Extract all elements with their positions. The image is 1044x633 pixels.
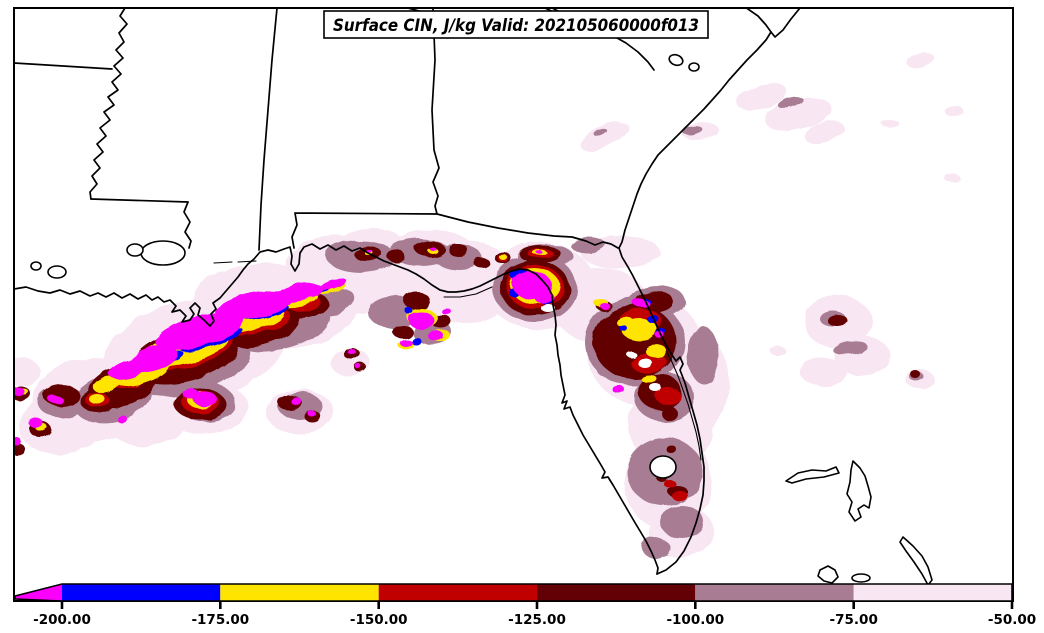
title-box-background [323,10,709,39]
coastline-gulf-and-florida-west [14,243,659,575]
cin-filled-contours [14,53,965,558]
island-abaco [846,460,872,522]
pearl-river-border [183,201,192,249]
colorbar-arrow-lt-min [15,584,62,601]
tick-label: -150.00 [350,612,408,628]
island-grand-bahama [785,466,840,484]
title-box: Surface CIN, J/kg Valid: 202105060000f01… [323,10,709,39]
colorbar-tick-labels: -200.00 -175.00 -150.00 -125.00 -100.00 … [33,612,1036,628]
coastal-lake-georgia-2 [688,62,700,72]
tick-label: -200.00 [33,612,91,628]
plot-title: Surface CIN, J/kg Valid: 202105060000f01… [333,16,699,35]
cin-region-holes [541,304,662,392]
lake-white [30,261,42,271]
tick-label: -175.00 [191,612,249,628]
tick-label: -100.00 [666,612,724,628]
mississippi-sound-barrier-islands [213,260,257,264]
coastal-lake-georgia-1 [668,53,684,67]
colorbar-segment-red [378,584,537,601]
state-border-alabama-georgia [431,8,440,215]
state-border-arkansas-louisiana [14,62,113,70]
indian-river-lagoon [666,351,702,461]
island-cay [851,573,871,583]
state-border-florida-georgia [436,213,619,249]
mississippi-river [89,8,128,200]
colorbar-segment-maroon [537,584,696,601]
tick-label: -75.00 [830,612,878,628]
island-bimini [817,565,839,584]
lake-calcasieu [47,265,67,279]
colorbar-ticks [60,601,1014,609]
apalachicola-barrier-islands [443,286,493,298]
colorbar: -200.00 -175.00 -150.00 -125.00 -100.00 … [14,583,1036,628]
lake-okeechobee [649,455,677,479]
lake-maurepas [126,243,144,257]
colorbar-segment-mauve [695,584,854,601]
state-border-louisiana-mississippi [90,198,189,203]
lake-pontchartrain [140,240,186,266]
colorbar-segment-yellow [220,584,379,601]
cin-region-magenta [14,247,666,445]
colorbar-segment-blue [62,584,221,601]
coastline-atlantic-and-florida-east [618,8,801,575]
state-border-northcarolina-southcarolina [744,8,772,33]
tick-label: -125.00 [508,612,566,628]
colorbar-segment-palepink [853,584,1012,601]
state-border-mississippi-alabama [258,8,278,251]
state-border-alabama-florida [291,212,437,249]
tick-label: -50.00 [988,612,1036,628]
